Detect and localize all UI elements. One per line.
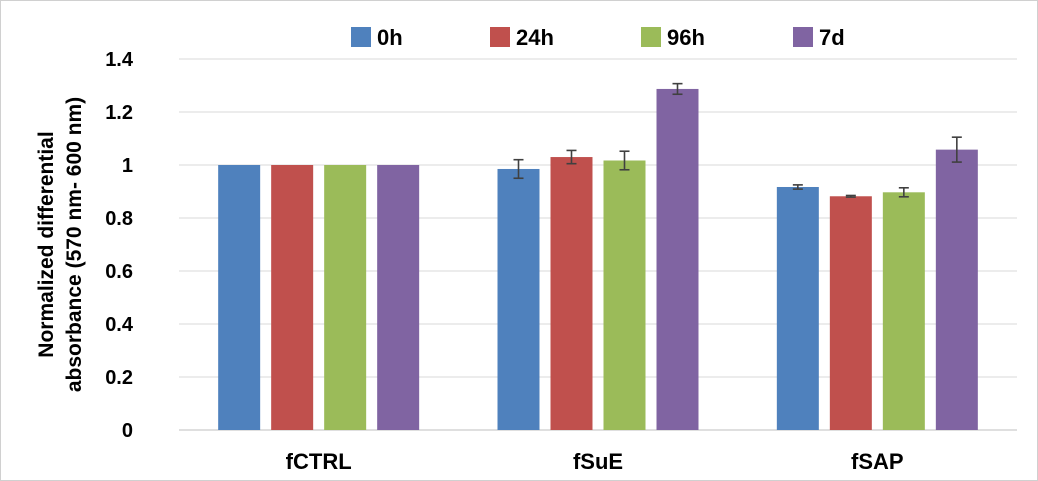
legend-label: 24h (516, 25, 554, 50)
error-bar-fSuE-7d (672, 82, 683, 96)
bar-fCTRL-7d (377, 165, 420, 430)
legend-item-7d: 7d (793, 25, 845, 50)
legend-item-0h: 0h (351, 25, 403, 50)
bars (218, 88, 978, 431)
bar-fSAP-96h (882, 192, 925, 430)
error-bar-fSuE-0h (513, 158, 524, 180)
error-bar-fSAP-7d (951, 136, 962, 163)
legend-swatch (351, 27, 371, 47)
legend-swatch (793, 27, 813, 47)
error-bar-fSuE-96h (619, 150, 630, 171)
x-category-label: fSuE (573, 449, 623, 474)
legend-swatch (490, 27, 510, 47)
legend-label: 0h (377, 25, 403, 50)
legend-label: 96h (667, 25, 705, 50)
x-category-labels: fCTRL fSuE fSAP (286, 449, 904, 474)
y-tick-label: 0.6 (105, 261, 133, 283)
y-tick-label: 1.2 (105, 102, 133, 124)
y-tick-label: 1.4 (105, 49, 134, 71)
y-tick-label: 1 (122, 155, 133, 177)
bar-fSAP-7d (935, 149, 978, 430)
error-bar-fSAP-96h (898, 186, 909, 198)
y-tick-label: 0.4 (105, 314, 134, 336)
bar-fSAP-24h (829, 196, 872, 430)
y-tick-labels: 0 0.2 0.4 0.6 0.8 1 1.2 1.4 (105, 49, 134, 442)
error-bar-fSAP-24h (845, 194, 856, 198)
bar-fSAP-0h (776, 186, 819, 430)
bar-fCTRL-24h (271, 165, 314, 430)
bar-fSuE-24h (550, 157, 593, 431)
y-tick-label: 0.8 (105, 208, 133, 230)
error-bar-fSAP-0h (792, 184, 803, 190)
legend-label: 7d (819, 25, 845, 50)
bar-fSuE-0h (497, 168, 540, 430)
error-bars (513, 82, 962, 198)
bar-fCTRL-96h (324, 165, 367, 430)
error-bar-fSuE-24h (566, 149, 577, 165)
legend-item-24h: 24h (490, 25, 554, 50)
bar-fSuE-7d (656, 88, 699, 430)
y-axis-title-line: Normalized differential (35, 131, 58, 357)
x-category-label: fCTRL (286, 449, 352, 474)
x-category-label: fSAP (851, 449, 904, 474)
legend: 0h 24h 96h 7d (351, 25, 845, 50)
y-tick-label: 0.2 (105, 367, 133, 389)
gridlines (179, 58, 1017, 431)
y-tick-label: 0 (122, 420, 133, 442)
legend-item-96h: 96h (641, 25, 705, 50)
bar-fSuE-96h (603, 160, 646, 430)
y-axis-title-line: absorbance (570 nm- 600 nm) (63, 97, 86, 392)
bar-fCTRL-0h (218, 165, 261, 430)
y-axis-title: Normalized differential absorbance (570 n… (35, 97, 86, 392)
legend-swatch (641, 27, 661, 47)
